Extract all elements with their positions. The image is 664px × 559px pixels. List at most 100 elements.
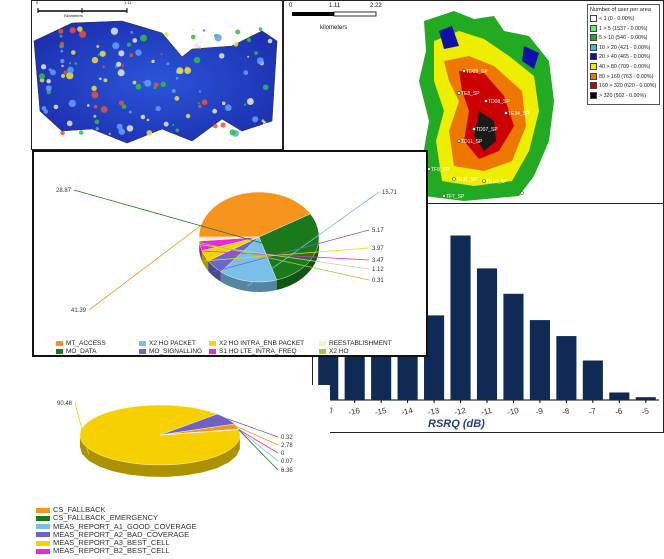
density-legend-label: 160 > 320 (620 - 0.00%) [599,83,657,90]
site-marker [452,177,456,181]
user-density-map-graphic: TD09_SP TE8_SP TD08_SP TD07_SP TE34_SP TD11_S… [292,11,554,201]
coverage-map-left-graphic [33,8,278,144]
density-legend-entry: 40 > 80 (709 - 0.00%) [590,63,657,73]
coverage-map-left: 0 1.11 Kilometers [31,0,283,150]
pie-slice-mo-data [258,213,320,281]
pie-data-label: 15.71 [382,190,398,196]
legend-entry-x2-ho: X2 HO [319,348,349,355]
legend-label: X2 HO [329,348,349,355]
legend-swatch [36,532,50,538]
histogram-bar [424,315,445,400]
pie-data-label: 6.36 [281,468,293,474]
histogram-bar [476,268,498,400]
legend-label: X2 HO INTRA_ENB PACKET [219,340,305,347]
pie-slice-side [80,435,240,477]
histogram-bar [635,397,656,400]
map-right-scale-0: 0 [289,3,293,9]
pie-leader-line [73,189,316,259]
site-label: TE10_SP [486,179,508,185]
pie-leader-line [198,242,370,281]
pie-chart-meas-reports: 90.48 0.32 2.78 0 0.07 6.36 CS_FALLBACK CS_FAL… [0,385,330,559]
x-tick-label: -8 [561,406,570,416]
legend-swatch [56,348,63,354]
density-legend-entry: > 320 (502 - 0.00%) [590,91,657,102]
legend-swatch [590,82,597,90]
histogram-bar [609,392,630,400]
x-tick-label: -12 [453,406,467,417]
legend-swatch [590,91,597,99]
map-right-scale-2: 2.22 [370,3,382,9]
legend-swatch [139,348,146,354]
legend-swatch [590,34,597,42]
density-legend-label: < 1 (0 - 0.00%) [599,16,635,22]
legend-label: CS_FALLBACK_EMERGENCY [53,513,159,523]
histogram-bar [556,336,577,400]
pie-chart-call-types: 41.39 28.87 15.71 5.17 3.97 3.47 1.12 0.31 MT_A… [32,150,428,357]
histogram-bar [503,293,524,400]
user-density-map: TD09_SP TE8_SP TD08_SP TD07_SP TE34_SP TD11_S… [283,0,664,205]
legend-swatch [36,507,50,513]
legend-swatch [36,549,50,554]
site-label: TD07_SP [476,127,498,133]
legend-swatch [36,515,50,521]
pie-slice-x2-ho [198,236,260,239]
density-legend-entry: 160 > 320 (620 - 0.00%) [590,82,657,92]
legend-label: MEAS_REPORT_A1_GOOD_COVERAGE [53,521,197,531]
legend-label: S1 HO LTE_INTRA_FREQ [219,348,297,355]
site-marker [482,179,486,183]
site-marker [462,69,466,73]
site-label: TE6_SP [524,191,543,197]
site-label: TE8_SP [461,91,480,97]
density-legend-entry: 80 > 160 (763 - 0.00%) [590,72,657,83]
density-legend-entry: < 1 (0 - 0.00%) [590,15,657,25]
legend-swatch [36,524,50,530]
pie-leader-line [227,418,279,438]
legend-label: MO_SIGNALLING [149,348,203,355]
density-legend-label: 10 > 20 (421 - 0.00%) [599,44,651,51]
legend-entry-meas-report-b2-best-cell: MEAS_REPORT_B2_BEST_CELL [36,547,197,555]
density-legend-entry: 1 > 5 (1537 - 0.00%) [590,24,657,35]
legend-entry-s1-ho-lte-intra-freq: S1 HO LTE_INTRA_FREQ [209,348,297,355]
x-tick-label: -16 [348,406,362,417]
legend-label: MEAS_REPORT_A2_BAD_COVERAGE [53,529,190,539]
pie-leader-line [247,191,380,287]
legend-swatch [590,24,597,32]
legend-label: REESTABLISHMENT [329,340,392,347]
legend-label: MEAS_REPORT_A3_BEST_CELL [53,538,170,548]
legend-label: CS_FALLBACK [53,505,106,514]
x-tick-label: -13 [427,406,441,417]
pie-data-label: 90.48 [57,401,73,407]
legend-entry-x2-ho-intra-enb-packet: X2 HO INTRA_ENB PACKET [209,340,304,347]
site-label: TE34_SP [508,111,530,117]
legend-swatch [590,53,597,61]
site-label: TD08_SP [488,99,510,105]
density-legend-entry: 5 > 10 (546 - 0.00%) [590,34,657,44]
x-tick-label: -14 [401,406,415,417]
site-label: TD11_SP [461,139,483,145]
site-marker [442,194,446,198]
x-tick-label: -5 [641,406,650,416]
pie-data-label: 28.87 [56,188,72,194]
pie-leader-line [88,193,244,311]
density-legend-entry: 20 > 40 (465 - 0.00%) [590,53,657,63]
site-marker [472,127,476,131]
site-label: TD09_SP [466,69,488,75]
pie-leader-line [236,426,279,446]
pie-data-label: 5.17 [372,228,384,234]
legend-swatch [209,348,216,354]
density-legend-label: 1 > 5 (1537 - 0.00%) [599,25,648,32]
legend-swatch [139,340,146,346]
density-legend-label: 5 > 10 (546 - 0.00%) [599,35,648,42]
x-tick-label: -6 [614,406,623,416]
legend-entry-cs-fallback: CS_FALLBACK [36,505,197,514]
map-left-scale-0: 0 [36,0,39,5]
density-legend-label: 40 > 80 (709 - 0.00%) [599,63,651,70]
legend-swatch [319,348,326,354]
pie-data-label: 0.07 [281,459,293,465]
density-legend-label: 20 > 40 (465 - 0.00%) [599,54,651,61]
legend-swatch [590,72,597,80]
x-axis-label: RSRQ (dB) [428,418,485,430]
legend-swatch [209,340,216,346]
pie-slice-side [220,271,277,292]
